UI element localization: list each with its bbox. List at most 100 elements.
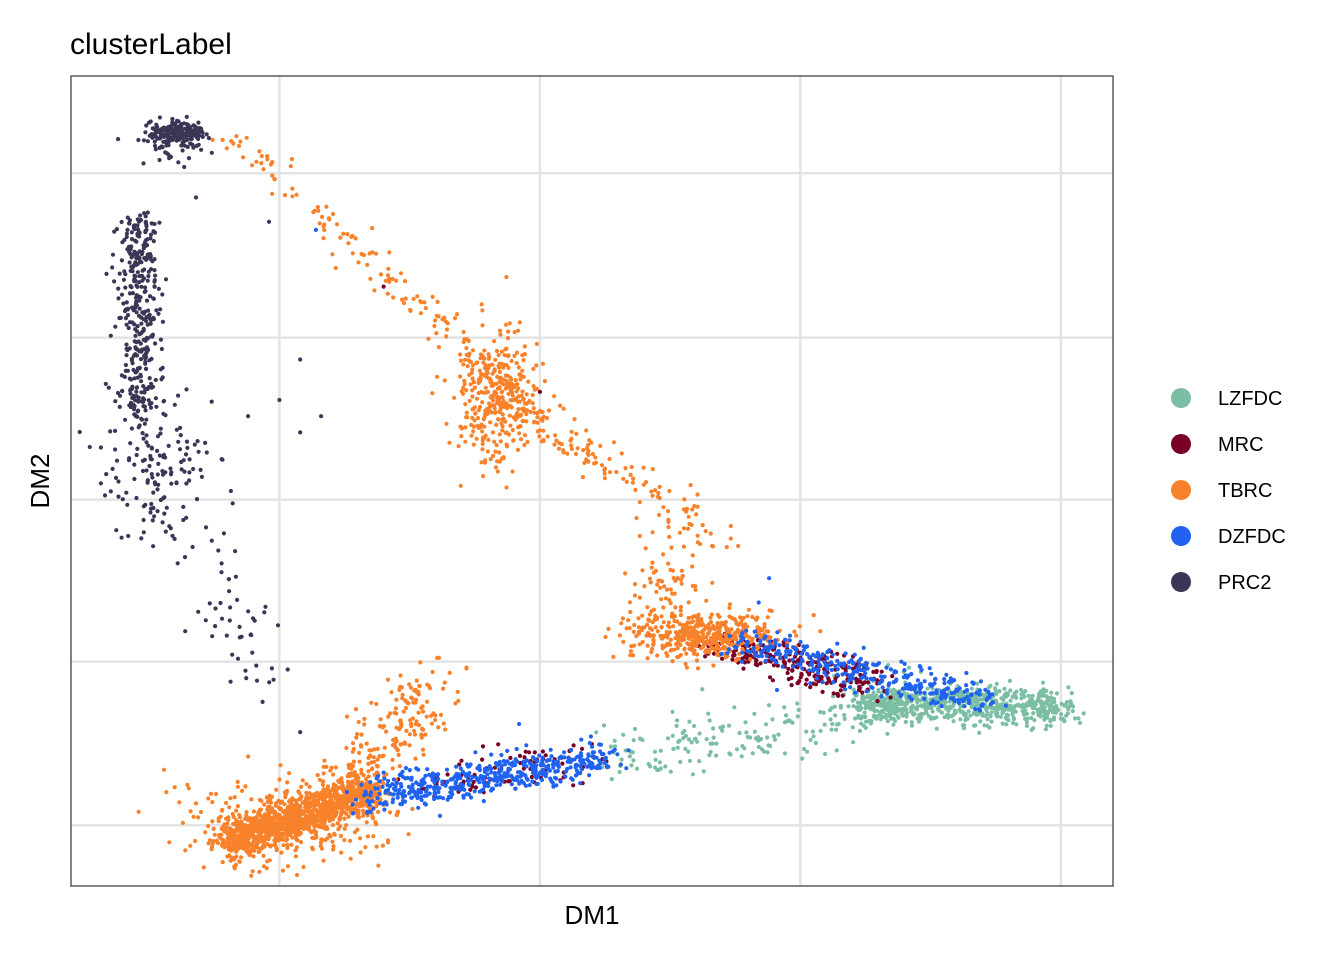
point-tbrc — [470, 348, 476, 353]
point-tbrc — [569, 429, 574, 434]
point-tbrc — [580, 475, 586, 480]
point-lzfdc — [795, 714, 800, 719]
point-tbrc — [346, 241, 351, 246]
point-tbrc — [528, 409, 533, 414]
point-dzfdc — [745, 639, 750, 644]
point-tbrc — [331, 793, 336, 798]
point-tbrc — [561, 450, 566, 455]
point-tbrc — [650, 530, 655, 535]
point-tbrc — [684, 509, 689, 514]
point-tbrc — [317, 814, 322, 819]
point-tbrc — [750, 614, 755, 620]
point-mrc — [540, 749, 546, 754]
point-lzfdc — [822, 722, 827, 727]
point-lzfdc — [810, 729, 815, 734]
point-dzfdc — [775, 630, 780, 635]
point-tbrc — [464, 410, 469, 415]
point-tbrc — [661, 505, 666, 510]
point-tbrc — [310, 847, 315, 852]
point-lzfdc — [727, 751, 732, 756]
point-mrc — [808, 685, 813, 690]
point-dzfdc — [540, 761, 545, 766]
point-tbrc — [472, 385, 477, 390]
point-dzfdc — [852, 652, 857, 657]
point-dzfdc — [559, 754, 564, 759]
point-dzfdc — [942, 677, 947, 682]
point-mrc — [571, 743, 576, 748]
point-tbrc — [666, 620, 672, 625]
point-tbrc — [673, 605, 678, 610]
point-tbrc — [164, 790, 169, 795]
point-tbrc — [444, 421, 449, 426]
point-lzfdc — [627, 754, 632, 759]
point-tbrc — [371, 755, 376, 760]
point-tbrc — [539, 409, 544, 414]
point-tbrc — [684, 626, 689, 631]
point-tbrc — [679, 581, 684, 586]
point-tbrc — [387, 277, 392, 282]
point-tbrc — [681, 544, 687, 549]
point-tbrc — [314, 817, 319, 822]
point-tbrc — [492, 439, 497, 444]
point-lzfdc — [1077, 720, 1083, 726]
point-tbrc — [471, 380, 477, 385]
point-dzfdc — [948, 696, 954, 701]
point-tbrc — [552, 442, 557, 447]
point-dzfdc — [437, 813, 443, 819]
point-tbrc — [738, 615, 743, 620]
point-tbrc — [247, 816, 252, 821]
point-dzfdc — [568, 759, 573, 765]
point-lzfdc — [1024, 720, 1029, 725]
point-tbrc — [494, 381, 499, 386]
point-lzfdc — [802, 746, 807, 752]
point-tbrc — [670, 591, 675, 596]
point-tbrc — [461, 329, 466, 335]
point-lzfdc — [1027, 698, 1032, 703]
point-dzfdc — [535, 759, 540, 764]
point-tbrc — [611, 654, 616, 660]
point-tbrc — [694, 658, 700, 663]
point-tbrc — [661, 552, 666, 557]
point-dzfdc — [761, 648, 766, 653]
point-tbrc — [265, 813, 270, 818]
point-tbrc — [711, 544, 716, 549]
point-lzfdc — [1058, 716, 1063, 721]
point-tbrc — [331, 811, 336, 816]
point-lzfdc — [909, 723, 915, 728]
point-tbrc — [267, 858, 272, 863]
point-dzfdc — [856, 659, 861, 664]
point-tbrc — [717, 647, 722, 652]
point-tbrc — [349, 782, 354, 787]
point-lzfdc — [965, 691, 971, 696]
point-tbrc — [623, 571, 628, 576]
point-tbrc — [350, 251, 355, 256]
point-dzfdc — [800, 659, 805, 664]
point-lzfdc — [1081, 711, 1086, 716]
point-tbrc — [556, 446, 562, 451]
point-dzfdc — [907, 682, 912, 687]
point-tbrc — [715, 612, 721, 618]
point-dzfdc — [381, 770, 386, 775]
point-tbrc — [256, 810, 261, 816]
point-dzfdc — [879, 694, 884, 699]
point-lzfdc — [1062, 719, 1067, 724]
point-tbrc — [266, 799, 271, 804]
point-prc2 — [143, 130, 148, 135]
point-dzfdc — [587, 773, 592, 778]
point-dzfdc — [377, 791, 382, 796]
point-dzfdc — [453, 781, 458, 786]
point-tbrc — [350, 749, 355, 754]
point-dzfdc — [441, 796, 446, 801]
point-tbrc — [370, 766, 375, 771]
point-dzfdc — [756, 654, 761, 659]
point-tbrc — [344, 745, 349, 751]
point-tbrc — [432, 323, 437, 329]
point-tbrc — [715, 651, 720, 656]
point-tbrc — [708, 531, 713, 536]
point-tbrc — [413, 756, 418, 761]
point-dzfdc — [579, 737, 584, 742]
point-mrc — [532, 750, 537, 755]
point-dzfdc — [764, 653, 769, 659]
point-tbrc — [414, 678, 419, 683]
point-tbrc — [316, 798, 321, 803]
